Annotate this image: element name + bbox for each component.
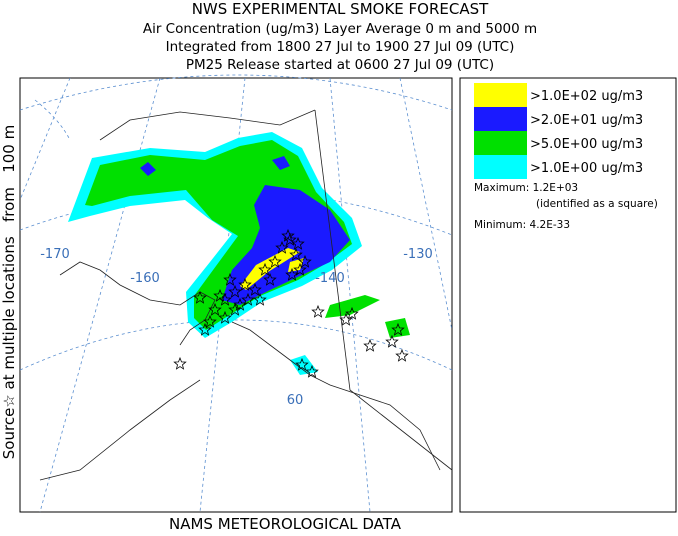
source-star [305,364,319,378]
source-star [218,310,232,324]
source-star [291,236,305,250]
subtitle-line: PM25 Release started at 0600 27 Jul 09 (… [186,57,494,73]
source-star [293,262,307,276]
source-star [213,288,227,302]
source-star [363,338,377,352]
source-star [295,357,309,371]
source-star [228,302,242,316]
source-star [298,254,312,268]
legend-label: >1.0E+00 ug/m3 [530,161,643,176]
source-star [241,292,255,306]
source-star [283,232,297,246]
side-label: Source☆ at multiple locations from 100 m [0,125,18,459]
legend-label: >1.0E+02 ug/m3 [530,89,643,104]
source-star [311,304,325,318]
source-star [193,290,207,304]
legend: >1.0E+02 ug/m3 >2.0E+01 ug/m3 >5.0E+00 ug/… [459,77,677,513]
source-star [228,284,242,298]
source-star [268,254,282,268]
source-star [208,302,222,316]
source-star [385,334,399,348]
map: -170 -160 -140 -130 60 [19,74,453,513]
source-star [253,292,267,306]
source-star [173,356,187,370]
source-star [233,297,247,311]
graticule-labels: -170 -160 -140 -130 60 [40,247,433,408]
legend-swatch [474,131,527,155]
maximum: Maximum: 1.2E+03 [474,182,578,194]
legend-label: >2.0E+01 ug/m3 [530,113,643,128]
title: NWS EXPERIMENTAL SMOKE FORECAST [192,0,489,18]
source-star [263,272,277,286]
subtitle-line: Air Concentration (ug/m3) Layer Average … [143,21,537,37]
legend-frame [459,77,677,513]
legend-swatch [474,155,527,179]
source-star [275,240,289,254]
maximum-note: (identified as a square) [536,198,658,210]
minimum: Minimum: 4.2E-33 [474,219,570,231]
source-star [203,314,217,328]
source-star [218,292,232,306]
source-star [223,272,237,286]
legend-swatch [474,83,527,107]
graticule-label: -140 [315,271,345,286]
source-star [395,348,409,362]
source-star [345,306,359,320]
source-star [281,228,295,242]
graticule-label: 60 [287,393,304,408]
source-star [285,267,299,281]
subtitle-line: Integrated from 1800 27 Jul to 1900 27 J… [166,39,515,55]
graticule-label: -160 [130,271,160,286]
source-star [258,262,272,276]
plume [68,132,410,375]
coastline [39,109,453,481]
source-star [238,277,252,291]
legend-swatch [474,107,527,131]
graticule-label: -170 [40,247,70,262]
graticule-label: -130 [403,247,433,262]
source-markers [173,228,409,378]
source-star [198,322,212,336]
source-star [391,322,405,336]
legend-label: >5.0E+00 ug/m3 [530,137,643,152]
footer: NAMS METEOROLOGICAL DATA [169,515,402,532]
source-star [289,247,303,261]
source-star [248,282,262,296]
